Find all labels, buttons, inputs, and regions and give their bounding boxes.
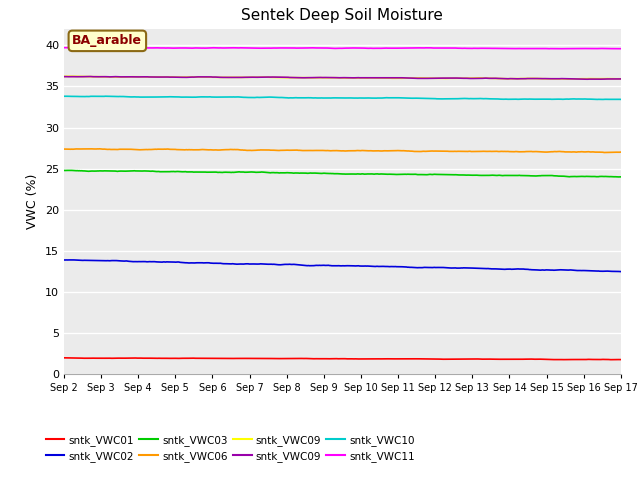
sntk_VWC10: [606, 96, 614, 102]
sntk_VWC09: [617, 76, 625, 82]
sntk_VWC11: [89, 45, 97, 50]
sntk_VWC02: [68, 257, 76, 263]
sntk_VWC03: [617, 174, 625, 180]
sntk_VWC09: [326, 75, 333, 81]
sntk_VWC03: [329, 171, 337, 177]
sntk_VWC03: [518, 173, 525, 179]
sntk_VWC02: [326, 263, 333, 268]
sntk_VWC06: [393, 148, 401, 154]
sntk_VWC01: [362, 356, 369, 362]
Line: sntk_VWC11: sntk_VWC11: [64, 48, 621, 49]
sntk_VWC10: [518, 96, 525, 102]
Line: sntk_VWC02: sntk_VWC02: [64, 260, 621, 272]
sntk_VWC11: [518, 46, 525, 51]
sntk_VWC01: [516, 357, 524, 362]
sntk_VWC11: [554, 46, 562, 52]
sntk_VWC09: [362, 75, 370, 81]
sntk_VWC09: [606, 76, 614, 82]
sntk_VWC01: [324, 356, 332, 361]
sntk_VWC06: [86, 146, 93, 152]
sntk_VWC03: [326, 171, 333, 177]
sntk_VWC09: [518, 76, 525, 82]
Title: Sentek Deep Soil Moisture: Sentek Deep Soil Moisture: [241, 9, 444, 24]
sntk_VWC09: [617, 76, 625, 82]
sntk_VWC02: [518, 266, 525, 272]
sntk_VWC01: [604, 357, 611, 362]
sntk_VWC06: [600, 150, 608, 156]
sntk_VWC03: [65, 168, 72, 173]
sntk_VWC01: [328, 356, 335, 361]
sntk_VWC06: [362, 148, 370, 154]
sntk_VWC01: [60, 355, 68, 360]
sntk_VWC06: [326, 148, 333, 154]
sntk_VWC10: [326, 95, 333, 101]
sntk_VWC01: [617, 357, 625, 362]
sntk_VWC03: [605, 174, 612, 180]
sntk_VWC10: [61, 93, 69, 99]
sntk_VWC06: [329, 148, 337, 154]
sntk_VWC11: [362, 45, 370, 51]
sntk_VWC03: [615, 174, 623, 180]
sntk_VWC09: [518, 76, 525, 82]
sntk_VWC10: [60, 94, 68, 99]
sntk_VWC09: [563, 76, 571, 82]
sntk_VWC11: [606, 46, 614, 51]
Line: sntk_VWC06: sntk_VWC06: [64, 149, 621, 153]
sntk_VWC09: [326, 75, 333, 81]
sntk_VWC06: [617, 149, 625, 155]
sntk_VWC11: [393, 45, 401, 51]
sntk_VWC03: [393, 171, 401, 177]
sntk_VWC09: [60, 74, 68, 80]
sntk_VWC02: [329, 263, 337, 269]
Line: sntk_VWC03: sntk_VWC03: [64, 170, 621, 177]
Line: sntk_VWC10: sntk_VWC10: [64, 96, 621, 99]
sntk_VWC09: [393, 75, 401, 81]
sntk_VWC11: [617, 46, 625, 51]
sntk_VWC09: [393, 75, 401, 81]
Line: sntk_VWC09: sntk_VWC09: [64, 76, 621, 79]
sntk_VWC10: [597, 96, 605, 102]
sntk_VWC10: [362, 95, 370, 101]
sntk_VWC02: [60, 257, 68, 263]
sntk_VWC11: [60, 45, 68, 50]
Text: BA_arable: BA_arable: [72, 35, 142, 48]
sntk_VWC10: [393, 95, 401, 101]
sntk_VWC02: [393, 264, 401, 270]
Legend: sntk_VWC01, sntk_VWC02, sntk_VWC03, sntk_VWC06, sntk_VWC09, sntk_VWC09, sntk_VWC: sntk_VWC01, sntk_VWC02, sntk_VWC03, sntk…: [42, 431, 476, 466]
sntk_VWC11: [329, 46, 337, 51]
sntk_VWC09: [606, 76, 614, 82]
sntk_VWC09: [580, 76, 588, 82]
sntk_VWC10: [329, 95, 337, 101]
sntk_VWC03: [60, 168, 68, 173]
sntk_VWC01: [392, 356, 399, 362]
sntk_VWC09: [87, 73, 95, 79]
sntk_VWC09: [362, 75, 370, 81]
sntk_VWC01: [608, 357, 616, 362]
sntk_VWC02: [617, 269, 625, 275]
sntk_VWC06: [60, 146, 68, 152]
sntk_VWC09: [329, 75, 337, 81]
Y-axis label: VWC (%): VWC (%): [26, 174, 40, 229]
sntk_VWC06: [606, 149, 614, 155]
Line: sntk_VWC09: sntk_VWC09: [64, 76, 621, 79]
sntk_VWC09: [60, 73, 68, 79]
Line: sntk_VWC01: sntk_VWC01: [64, 358, 621, 360]
sntk_VWC03: [362, 171, 370, 177]
sntk_VWC06: [518, 149, 525, 155]
sntk_VWC02: [605, 268, 612, 274]
sntk_VWC11: [326, 45, 333, 51]
sntk_VWC09: [329, 75, 337, 81]
sntk_VWC10: [617, 96, 625, 102]
sntk_VWC09: [67, 73, 74, 79]
sntk_VWC02: [362, 263, 370, 269]
